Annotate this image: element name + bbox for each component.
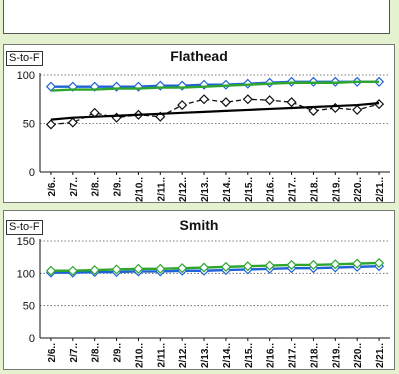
y-tick-label: 150 — [17, 236, 35, 248]
x-tick-label: 2/18.. — [309, 343, 320, 368]
series-line-0 — [50, 265, 380, 274]
x-tick-label: 2/12.. — [178, 177, 189, 202]
x-tick-label: 2/14.. — [222, 343, 233, 368]
data-point — [177, 80, 188, 91]
y-axis-label: S-to-F — [6, 220, 43, 235]
x-tick-label: 2/8.. — [91, 177, 102, 197]
smith-chart-panel: Smith S-to-F 0 50 100 150 2/6.. 2/7.. 2/8.. 2/9… — [3, 210, 395, 370]
x-tick-label: 2/20.. — [353, 177, 364, 202]
data-point — [199, 94, 210, 105]
flathead-chart-plot: 0 50 100 2/6.. 2/7.. 2/8.. 2/9.. 2/10.. 2/11.. 2/… — [17, 70, 390, 202]
x-tick-label: 2/16.. — [266, 177, 277, 202]
series-line-1 — [50, 261, 380, 272]
x-tick-label: 2/17.. — [288, 177, 299, 202]
top-panel — [3, 0, 390, 34]
x-tick-label: 2/6.. — [47, 343, 58, 363]
x-tick-label: 2/19.. — [331, 177, 342, 202]
x-tick-label: 2/16.. — [266, 343, 277, 368]
x-tick-label: 2/14.. — [222, 177, 233, 202]
data-point — [199, 262, 210, 273]
data-point — [45, 119, 56, 130]
data-point — [352, 104, 363, 115]
x-tick-label: 2/6.. — [47, 177, 58, 197]
smith-chart-plot: 0 50 100 150 2/6.. 2/7.. 2/8.. 2/9.. 2/10.. 2/11.… — [17, 236, 390, 368]
data-point — [177, 100, 188, 111]
data-point — [89, 265, 100, 276]
data-point — [199, 79, 210, 90]
chart-title: Smith — [179, 217, 219, 233]
x-tick-label: 2/13.. — [200, 343, 211, 368]
x-tick-label: 2/20.. — [353, 343, 364, 368]
flathead-chart-panel: Flathead S-to-F 0 50 100 2/6.. 2/7.. 2/8.. 2/9… — [3, 44, 395, 203]
x-tick-label: 2/21.. — [375, 343, 386, 368]
data-point — [67, 117, 78, 128]
data-point — [155, 263, 166, 274]
series-line-3 — [50, 102, 380, 121]
x-tick-label: 2/9.. — [113, 343, 124, 363]
data-point — [308, 259, 319, 270]
x-tick-label: 2/12.. — [178, 343, 189, 368]
x-tick-label: 2/15.. — [244, 343, 255, 368]
data-point — [242, 94, 253, 105]
y-axis-label: S-to-F — [6, 51, 43, 66]
data-point — [133, 81, 144, 92]
x-tick-label: 2/9.. — [113, 177, 124, 197]
data-point — [264, 95, 275, 106]
x-tick-label: 2/21.. — [375, 177, 386, 202]
data-point — [111, 264, 122, 275]
series-line-1 — [50, 80, 380, 92]
y-tick-label: 100 — [17, 70, 35, 82]
data-point — [45, 265, 56, 276]
x-tick-label: 2/10.. — [134, 343, 145, 368]
x-tick-label: 2/15.. — [244, 177, 255, 202]
x-tick-label: 2/7.. — [69, 343, 80, 363]
data-point — [286, 259, 297, 270]
data-point — [67, 265, 78, 276]
x-tick-label: 2/17.. — [288, 343, 299, 368]
data-point — [155, 111, 166, 122]
data-point — [308, 105, 319, 116]
x-tick-label: 2/7.. — [69, 177, 80, 197]
data-point — [45, 81, 56, 92]
data-point — [352, 258, 363, 269]
x-tick-label: 2/19.. — [331, 343, 342, 368]
data-point — [220, 97, 231, 108]
data-point — [264, 260, 275, 271]
chart-title: Flathead — [170, 48, 228, 64]
x-tick-label: 2/13.. — [200, 177, 211, 202]
x-tick-label: 2/8.. — [91, 343, 102, 363]
y-tick-label: 50 — [23, 301, 35, 313]
data-point — [330, 259, 341, 270]
x-tick-label: 2/10.. — [134, 177, 145, 202]
data-point — [177, 263, 188, 274]
x-tick-label: 2/11.. — [156, 177, 167, 202]
data-point — [220, 261, 231, 272]
x-tick-label: 2/18.. — [309, 177, 320, 202]
x-tick-label: 2/11.. — [156, 343, 167, 368]
data-point — [155, 80, 166, 91]
y-tick-label: 50 — [23, 119, 35, 131]
y-tick-label: 100 — [17, 268, 35, 280]
y-tick-label: 0 — [29, 167, 35, 179]
data-point — [133, 263, 144, 274]
data-point — [286, 97, 297, 108]
y-tick-label: 0 — [29, 333, 35, 345]
data-point — [374, 257, 385, 269]
data-point — [242, 261, 253, 272]
